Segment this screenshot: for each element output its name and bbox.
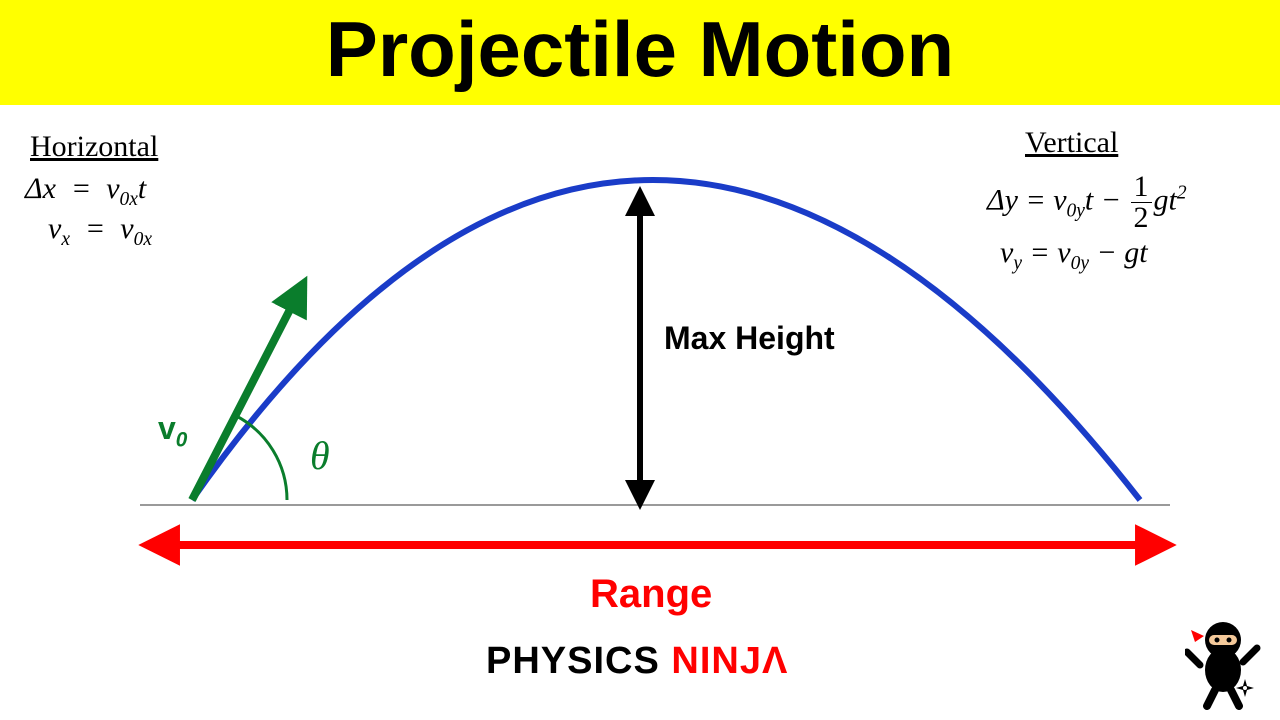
logo-part-2: NINJ xyxy=(671,640,762,682)
v0-label: v0 xyxy=(158,410,187,452)
brand-logo: PHYSICS NINJΛ xyxy=(486,640,788,683)
velocity-vector xyxy=(192,290,300,500)
theta-label: θ xyxy=(310,432,330,479)
ninja-mascot-icon xyxy=(1185,610,1275,710)
logo-part-3: Λ xyxy=(762,640,788,682)
max-height-label: Max Height xyxy=(664,320,835,357)
logo-part-1: PHYSICS xyxy=(486,640,671,682)
range-label: Range xyxy=(590,572,712,617)
